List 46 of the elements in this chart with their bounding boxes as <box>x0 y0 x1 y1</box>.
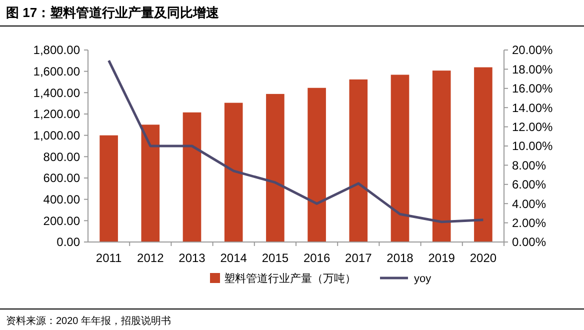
bar <box>266 94 284 242</box>
y-tick-label: 600.00 <box>43 171 80 186</box>
chart-title: 图 17：塑料管道行业产量及同比增速 <box>6 5 220 20</box>
bar <box>308 88 326 242</box>
y2-tick-label: 2.00% <box>512 216 546 230</box>
x-tick-label: 2020 <box>470 251 497 265</box>
x-tick-label: 2017 <box>345 251 372 265</box>
y2-tick-label: 14.00% <box>512 100 554 115</box>
y2-tick-label: 20.00% <box>512 43 554 58</box>
x-tick-label: 2011 <box>96 251 122 265</box>
y-tick-label: 1,200.00 <box>33 107 80 122</box>
y-tick-label: 0.00 <box>56 235 80 250</box>
y-tick-label: 800.00 <box>43 150 80 164</box>
y-tick-label: 1,600.00 <box>33 64 80 79</box>
y2-tick-label: 16.00% <box>512 82 554 96</box>
y2-tick-label: 0.00% <box>512 235 546 250</box>
bar <box>224 102 243 242</box>
x-tick-label: 2018 <box>386 251 414 265</box>
x-tick-label: 2015 <box>262 251 289 265</box>
bar <box>141 124 160 242</box>
bar <box>390 74 410 242</box>
bar <box>432 70 451 242</box>
y2-tick-label: 10.00% <box>512 139 554 154</box>
line-series <box>108 59 484 224</box>
bar <box>349 79 368 242</box>
y-tick-label: 1,000.00 <box>33 128 80 143</box>
y2-tick-label: 8.00% <box>512 158 546 172</box>
y2-tick-label: 12.00% <box>512 120 554 134</box>
x-tick-label: 2019 <box>428 251 456 265</box>
legend-label: yoy <box>414 272 432 285</box>
y-tick-label: 1,400.00 <box>33 86 80 100</box>
y2-tick-label: 4.00% <box>512 196 546 211</box>
bar <box>474 67 492 242</box>
bar <box>182 112 202 242</box>
x-tick-label: 2016 <box>303 251 330 265</box>
legend-label: 塑料管道行业产量（万吨） <box>224 272 356 285</box>
bar <box>100 135 118 242</box>
y-tick-label: 1,800.00 <box>33 43 80 58</box>
x-tick-label: 2013 <box>178 251 206 265</box>
x-tick-label: 2012 <box>137 251 164 265</box>
y2-tick-label: 18.00% <box>512 62 554 76</box>
y2-tick-label: 6.00% <box>512 178 546 192</box>
text: 资料来源：2020 年年报，招股说明书 <box>6 315 172 327</box>
y-tick-label: 200.00 <box>43 214 80 228</box>
x-tick-label: 2014 <box>220 251 248 265</box>
y-tick-label: 400.00 <box>43 192 80 207</box>
